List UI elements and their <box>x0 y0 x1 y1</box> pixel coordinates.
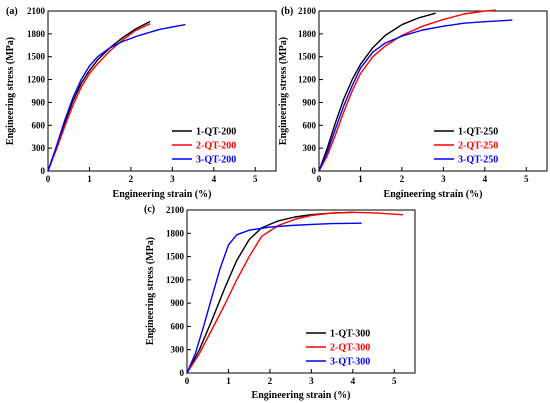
panel-b: (b) Engineering strain (%) Engineering s… <box>278 6 548 200</box>
panel-b-series-1-line <box>318 12 436 172</box>
panel-c-y-tick-label: 1200 <box>166 275 185 285</box>
panel-a-y-tick-label: 300 <box>32 143 46 153</box>
panel-c-y-tick-label: 1800 <box>166 228 185 238</box>
panel-b-y-tick-label: 300 <box>303 143 317 153</box>
panel-c-y-tick-label: 900 <box>171 298 185 308</box>
panel-a-y-tick-label: 900 <box>32 97 46 107</box>
panel-b-legend-label-3: 3-QT-250 <box>458 155 498 166</box>
panel-b-x-tick-label: 5 <box>524 174 529 184</box>
panel-c: (c) Engineering strain (%) Engineering s… <box>144 204 416 401</box>
panel-a-marks: 0 1 2 3 4 5 0 300 600 900 1200 1500 1800 2100 1-QT-200… <box>27 6 258 184</box>
panel-a-series-2-line <box>47 23 151 172</box>
panel-c-x-tick-label: 0 <box>185 376 190 386</box>
panel-c-x-tick-label: 4 <box>351 376 356 386</box>
panel-c-marks: 0 1 2 3 4 5 0 300 600 900 1200 1500 1800 2100 1-QT-300… <box>166 205 404 386</box>
panel-a-y-tick-label: 1200 <box>27 75 46 85</box>
panel-c-series-2-line <box>186 211 404 374</box>
panel-c-legend-label-2: 2-QT-300 <box>330 343 370 354</box>
panel-a-series-1-line <box>47 21 151 172</box>
panel-c-y-tick-label: 1500 <box>166 252 185 262</box>
panel-c-y-axis-label: Engineering stress (MPa) <box>145 237 156 345</box>
panel-b-x-tick-label: 0 <box>317 174 322 184</box>
panel-c-y-tick-label: 0 <box>180 368 185 378</box>
panel-b-y-tick-label: 1800 <box>298 29 317 39</box>
panel-c-legend-label-1: 1-QT-300 <box>330 329 370 340</box>
panel-a-x-tick-label: 3 <box>170 174 175 184</box>
panel-c-x-tick-label: 2 <box>268 376 273 386</box>
panel-b-label: (b) <box>281 6 293 17</box>
panel-c-legend-label-3: 3-QT-300 <box>330 357 370 368</box>
panel-b-y-tick-label: 900 <box>303 97 317 107</box>
panel-a-legend-label-3: 3-QT-200 <box>196 155 236 166</box>
panel-c-y-tick-label: 2100 <box>166 205 185 215</box>
panel-b-y-tick-label: 2100 <box>298 6 317 16</box>
panel-a-series-3-line <box>47 24 186 172</box>
panel-a-x-tick-label: 1 <box>87 174 92 184</box>
panel-a-x-axis-label: Engineering strain (%) <box>113 189 212 200</box>
panel-b-marks: 0 1 2 3 4 5 0 300 600 900 1200 1500 1800 2100 1-QT-250… <box>298 6 529 184</box>
panel-b-x-tick-label: 2 <box>400 174 405 184</box>
panel-a-y-tick-label: 0 <box>41 166 46 176</box>
panel-c-series-1-line <box>186 211 354 374</box>
panel-b-legend-label-2: 2-QT-250 <box>458 141 498 152</box>
panel-c-label: (c) <box>144 204 155 215</box>
panel-b-y-tick-label: 1500 <box>298 52 317 62</box>
panel-a-x-tick-label: 2 <box>129 174 134 184</box>
panel-a-label: (a) <box>6 6 18 17</box>
panel-a-y-tick-label: 2100 <box>27 6 46 16</box>
panel-b-y-tick-label: 1200 <box>298 75 317 85</box>
panel-c-y-tick-label: 300 <box>171 345 185 355</box>
panel-b-plot-frame <box>318 10 548 172</box>
panel-a-legend-label-2: 2-QT-200 <box>196 141 236 152</box>
panel-c-x-axis-label: Engineering strain (%) <box>252 390 351 401</box>
panel-b-x-axis-label: Engineering strain (%) <box>384 189 483 200</box>
panel-b-y-tick-label: 0 <box>312 166 317 176</box>
panel-a: (a) Engineering strain (%) Engineering s… <box>5 6 277 200</box>
panel-c-x-tick-label: 5 <box>392 376 397 386</box>
panel-c-x-tick-label: 3 <box>309 376 314 386</box>
panel-b-legend-label-1: 1-QT-250 <box>458 127 498 138</box>
panel-b-y-tick-label: 600 <box>303 120 317 130</box>
panel-a-x-tick-label: 5 <box>253 174 258 184</box>
panel-a-y-axis-label: Engineering stress (MPa) <box>5 37 16 145</box>
panel-c-y-tick-label: 600 <box>171 321 185 331</box>
panel-a-x-tick-label: 0 <box>46 174 51 184</box>
panel-a-y-tick-label: 1800 <box>27 29 46 39</box>
panel-b-series-3-line <box>318 19 513 172</box>
panel-c-series-3-line <box>186 222 362 374</box>
panel-b-x-tick-label: 1 <box>358 174 363 184</box>
panel-a-y-tick-label: 600 <box>32 120 46 130</box>
panel-b-series-2-line <box>318 9 496 172</box>
panel-c-plot-frame <box>186 209 416 374</box>
panel-b-x-tick-label: 4 <box>483 174 488 184</box>
panel-a-y-tick-label: 1500 <box>27 52 46 62</box>
panel-b-y-axis-label: Engineering stress (MPa) <box>278 37 289 145</box>
panel-a-plot-frame <box>47 10 277 172</box>
panel-a-legend-label-1: 1-QT-200 <box>196 127 236 138</box>
panel-a-x-tick-label: 4 <box>212 174 217 184</box>
panel-c-x-tick-label: 1 <box>226 376 231 386</box>
panel-b-x-tick-label: 3 <box>441 174 446 184</box>
